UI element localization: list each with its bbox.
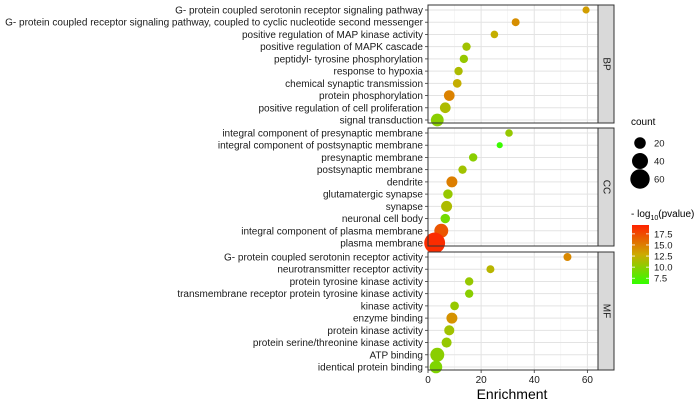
data-point [443, 90, 455, 101]
facet-strip [597, 4, 615, 124]
term-label: dendrite [387, 177, 424, 188]
term-label: transmembrane receptor protein tyrosine … [177, 289, 423, 300]
facet-strip [597, 251, 615, 371]
term-label: chemical synaptic transmission [285, 79, 423, 90]
data-point [496, 142, 503, 149]
term-label: neuronal cell body [342, 214, 423, 225]
term-label: protein serine/threonine kinase activity [253, 338, 423, 349]
term-label: synapse [386, 202, 424, 213]
term-label: protein tyrosine kinase activity [290, 277, 423, 288]
size-legend-title: count [631, 117, 656, 128]
color-legend-label: 10.0 [654, 263, 673, 274]
data-point [440, 213, 450, 224]
panel-mf: G- protein coupled serotonin receptor ac… [177, 251, 615, 374]
term-label: integral component of postsynaptic membr… [218, 141, 424, 152]
panel-bp: G- protein coupled serotonin receptor si… [5, 4, 615, 127]
data-point [582, 6, 590, 14]
term-label: response to hypoxia [333, 67, 423, 78]
panel-background [428, 128, 598, 246]
data-point [443, 189, 453, 199]
data-point [441, 337, 452, 348]
x-axis-title: Enrichment [477, 386, 548, 402]
data-point [441, 200, 453, 212]
data-point [486, 265, 495, 274]
facet-label: CC [601, 180, 612, 194]
term-label: G- protein coupled serotonin receptor ac… [224, 253, 423, 264]
term-label: kinase activity [361, 301, 423, 312]
data-point [450, 301, 459, 311]
term-label: identical protein binding [318, 363, 423, 374]
term-label: positive regulation of cell proliferatio… [258, 103, 423, 114]
term-label: positive regulation of MAP kinase activi… [242, 30, 423, 41]
color-legend-bar [632, 225, 649, 284]
data-point [511, 18, 520, 27]
color-legend-label: 12.5 [654, 252, 673, 263]
x-tick-label: 20 [476, 375, 488, 386]
size-legend-label: 40 [654, 157, 665, 168]
size-legend-label: 20 [654, 139, 665, 150]
data-point [439, 102, 451, 114]
term-label: plasma membrane [340, 239, 423, 250]
data-point [464, 277, 474, 286]
term-label: signal transduction [340, 116, 423, 127]
data-point [505, 129, 513, 137]
size-legend-key [632, 153, 648, 169]
term-label: postsynaptic membrane [317, 165, 424, 176]
term-label: G- protein coupled receptor signaling pa… [5, 18, 424, 29]
color-legend-label: 7.5 [654, 274, 667, 285]
size-legend-key [630, 169, 650, 189]
data-point [563, 253, 572, 261]
panel-cc: integral component of presynaptic membra… [218, 127, 615, 254]
data-point [424, 232, 446, 254]
data-point [458, 165, 467, 174]
data-point [459, 54, 469, 64]
term-label: neurotransmitter receptor activity [277, 265, 423, 276]
data-point [430, 347, 445, 362]
term-label: presynaptic membrane [321, 153, 423, 164]
term-label: protein phosphorylation [319, 91, 423, 102]
data-point [452, 78, 462, 88]
x-tick-label: 0 [425, 375, 431, 386]
term-label: integral component of plasma membrane [241, 226, 423, 237]
x-tick-label: 40 [529, 375, 541, 386]
data-point [462, 42, 471, 51]
data-point [468, 153, 478, 162]
data-point [490, 30, 499, 39]
data-point [429, 360, 443, 374]
facet-strip [597, 127, 615, 247]
data-point [464, 289, 474, 298]
term-label: enzyme binding [353, 314, 423, 325]
data-point [446, 312, 458, 324]
data-point [430, 113, 444, 127]
term-label: ATP binding [369, 350, 423, 361]
term-label: protein kinase activity [327, 326, 423, 337]
data-point [444, 325, 455, 336]
size-legend-key [634, 137, 646, 149]
term-label: peptidyl- tyrosine phosphorylation [274, 54, 423, 65]
data-point [446, 176, 458, 188]
color-legend-label: 15.0 [654, 240, 673, 251]
facet-label: BP [601, 57, 612, 71]
size-legend-label: 60 [654, 175, 665, 186]
panel-background [428, 252, 598, 370]
term-label: positive regulation of MAPK cascade [260, 42, 423, 53]
facet-label: MF [601, 304, 612, 318]
color-legend-title: - log10(pvalue) [631, 209, 694, 222]
term-label: glutamatergic synapse [323, 190, 423, 201]
term-label: G- protein coupled serotonin receptor si… [175, 6, 423, 17]
x-tick-label: 60 [582, 375, 594, 386]
term-label: integral component of presynaptic membra… [222, 129, 423, 140]
color-legend-label: 17.5 [654, 229, 673, 240]
data-point [454, 66, 463, 76]
